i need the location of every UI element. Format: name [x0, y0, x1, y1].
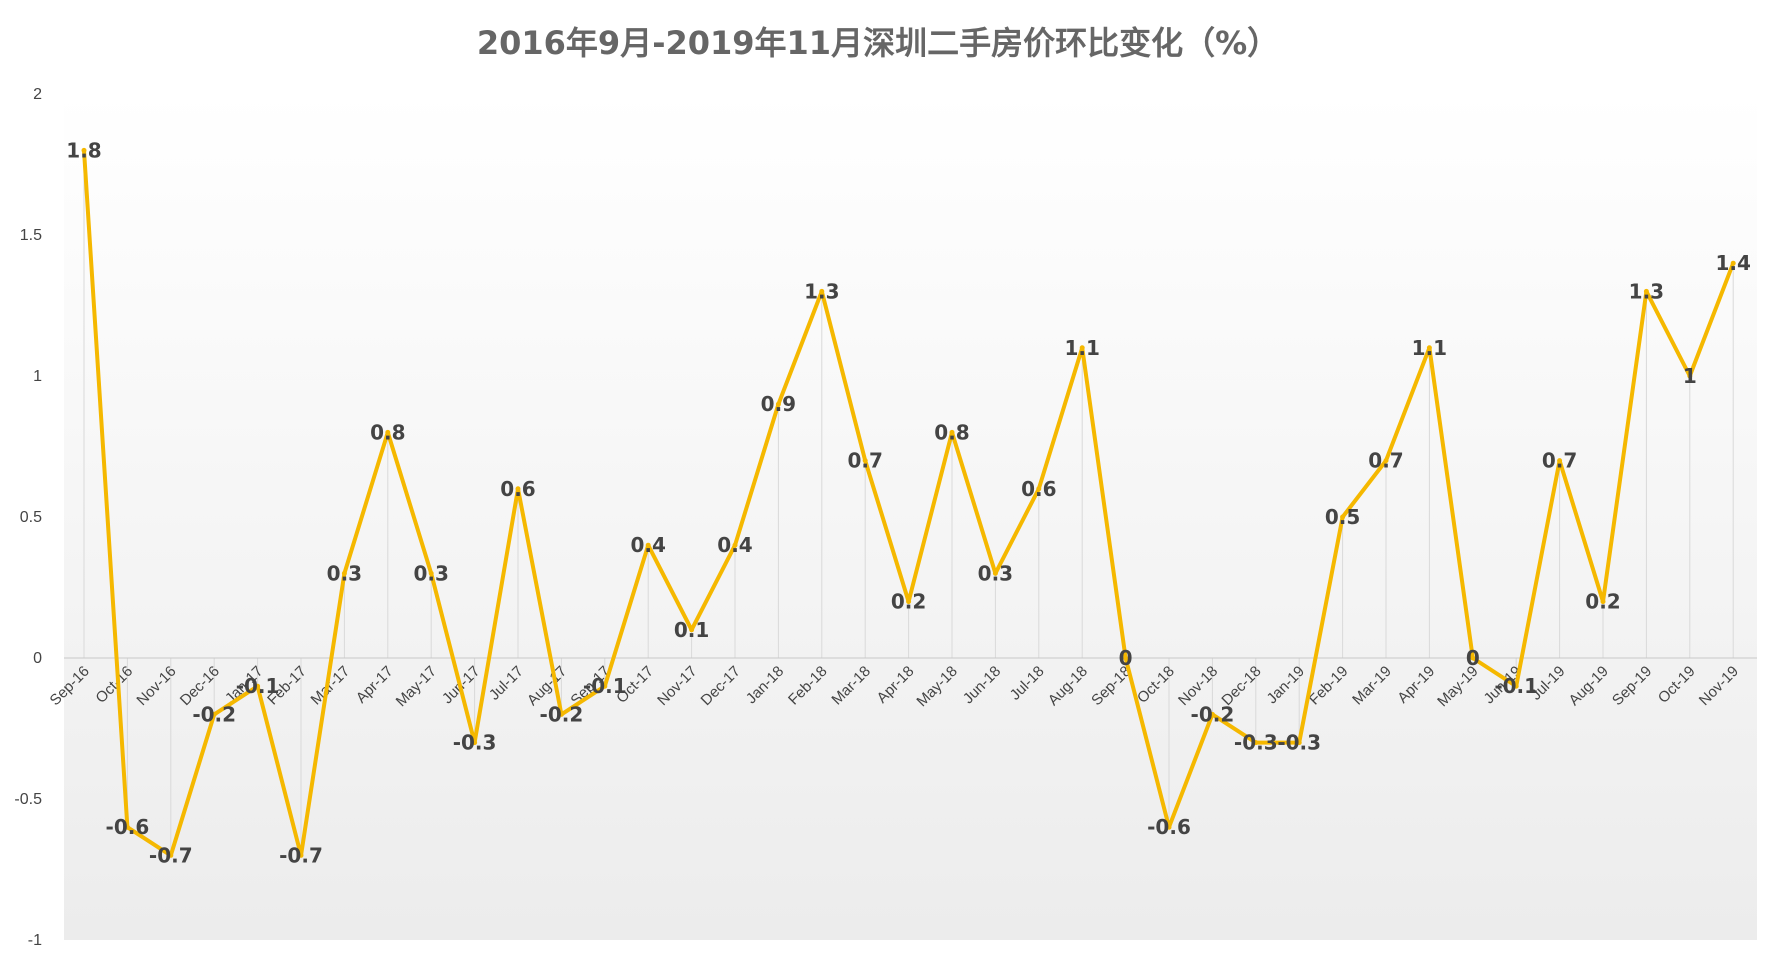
data-point: [1730, 260, 1736, 266]
data-label: 0.7: [847, 449, 882, 473]
data-point: [689, 627, 695, 633]
data-point: [1253, 740, 1259, 746]
data-point: [775, 401, 781, 407]
plot-background: [64, 92, 1757, 940]
data-point: [428, 570, 434, 576]
data-labels: 1.8-0.6-0.7-0.2-0.1-0.70.30.80.3-0.30.6-…: [66, 138, 1751, 867]
data-label: 0.1: [674, 618, 709, 642]
data-point: [732, 542, 738, 548]
data-label: 0.9: [761, 392, 796, 416]
data-label: -0.7: [149, 843, 193, 867]
data-point: [515, 486, 521, 492]
data-label: -0.1: [1494, 674, 1538, 698]
data-point: [211, 711, 217, 717]
data-point: [992, 570, 998, 576]
data-point: [1123, 655, 1129, 661]
data-point: [298, 852, 304, 858]
data-label: -0.3: [1277, 731, 1321, 755]
data-label: -0.3: [453, 731, 497, 755]
data-point: [1513, 683, 1519, 689]
data-label: 0.8: [370, 420, 405, 444]
data-point: [862, 458, 868, 464]
data-label: 0.2: [1585, 590, 1620, 614]
data-points: [81, 147, 1736, 858]
chart-title: 2016年9月-2019年11月深圳二手房价环比变化（%）: [477, 24, 1279, 62]
data-point: [1079, 345, 1085, 351]
data-point: [906, 599, 912, 605]
data-point: [385, 429, 391, 435]
data-label: 0.4: [630, 533, 665, 557]
data-label: 1.8: [66, 138, 101, 162]
data-point: [1470, 655, 1476, 661]
data-label: 0: [1466, 646, 1480, 670]
data-label: 1.4: [1715, 251, 1750, 275]
data-label: 0.2: [891, 590, 926, 614]
data-label: 1.3: [1629, 279, 1664, 303]
data-point: [1426, 345, 1432, 351]
y-axis: 2 1.5 1 0.5 0 -0.5 -1: [14, 86, 42, 949]
data-point: [1383, 458, 1389, 464]
data-label: 0.4: [717, 533, 752, 557]
data-point: [472, 740, 478, 746]
data-label: -0.1: [583, 674, 627, 698]
data-label: -0.6: [106, 815, 150, 839]
data-point: [558, 711, 564, 717]
y-tick-label: -1: [28, 932, 42, 949]
y-tick-label: 2: [33, 86, 42, 103]
data-point: [1296, 740, 1302, 746]
data-point: [1687, 373, 1693, 379]
data-point: [255, 683, 261, 689]
data-label: -0.2: [1191, 702, 1235, 726]
data-point: [1600, 599, 1606, 605]
data-point: [1166, 824, 1172, 830]
data-label: -0.6: [1147, 815, 1191, 839]
y-tick-label: -0.5: [14, 791, 42, 808]
data-label: -0.7: [279, 843, 323, 867]
data-point: [1340, 514, 1346, 520]
data-label: 0.3: [327, 561, 362, 585]
data-point: [645, 542, 651, 548]
data-label: 0.8: [934, 420, 969, 444]
data-label: 1.1: [1064, 336, 1099, 360]
y-tick-label: 1: [33, 368, 42, 385]
data-point: [124, 824, 130, 830]
data-point: [949, 429, 955, 435]
data-point: [81, 147, 87, 153]
y-tick-label: 0: [33, 650, 42, 667]
data-point: [1557, 458, 1563, 464]
data-point: [1036, 486, 1042, 492]
data-label: 0.5: [1325, 505, 1360, 529]
data-point: [819, 288, 825, 294]
data-label: -0.2: [540, 702, 584, 726]
data-point: [341, 570, 347, 576]
y-tick-label: 1.5: [20, 227, 42, 244]
data-point: [1209, 711, 1215, 717]
drop-lines: [83, 150, 1734, 856]
data-label: 1: [1683, 364, 1697, 388]
data-label: 1.1: [1412, 336, 1447, 360]
data-label: -0.2: [192, 702, 236, 726]
data-label: 0: [1119, 646, 1133, 670]
data-label: -0.1: [236, 674, 280, 698]
data-point: [602, 683, 608, 689]
data-label: -0.3: [1234, 731, 1278, 755]
data-label: 0.6: [500, 477, 535, 501]
data-label: 0.7: [1368, 449, 1403, 473]
data-point: [168, 852, 174, 858]
data-label: 0.3: [978, 561, 1013, 585]
data-label: 0.7: [1542, 449, 1577, 473]
data-point: [1643, 288, 1649, 294]
y-tick-label: 0.5: [20, 509, 42, 526]
data-label: 0.3: [413, 561, 448, 585]
data-label: 1.3: [804, 279, 839, 303]
data-label: 0.6: [1021, 477, 1056, 501]
